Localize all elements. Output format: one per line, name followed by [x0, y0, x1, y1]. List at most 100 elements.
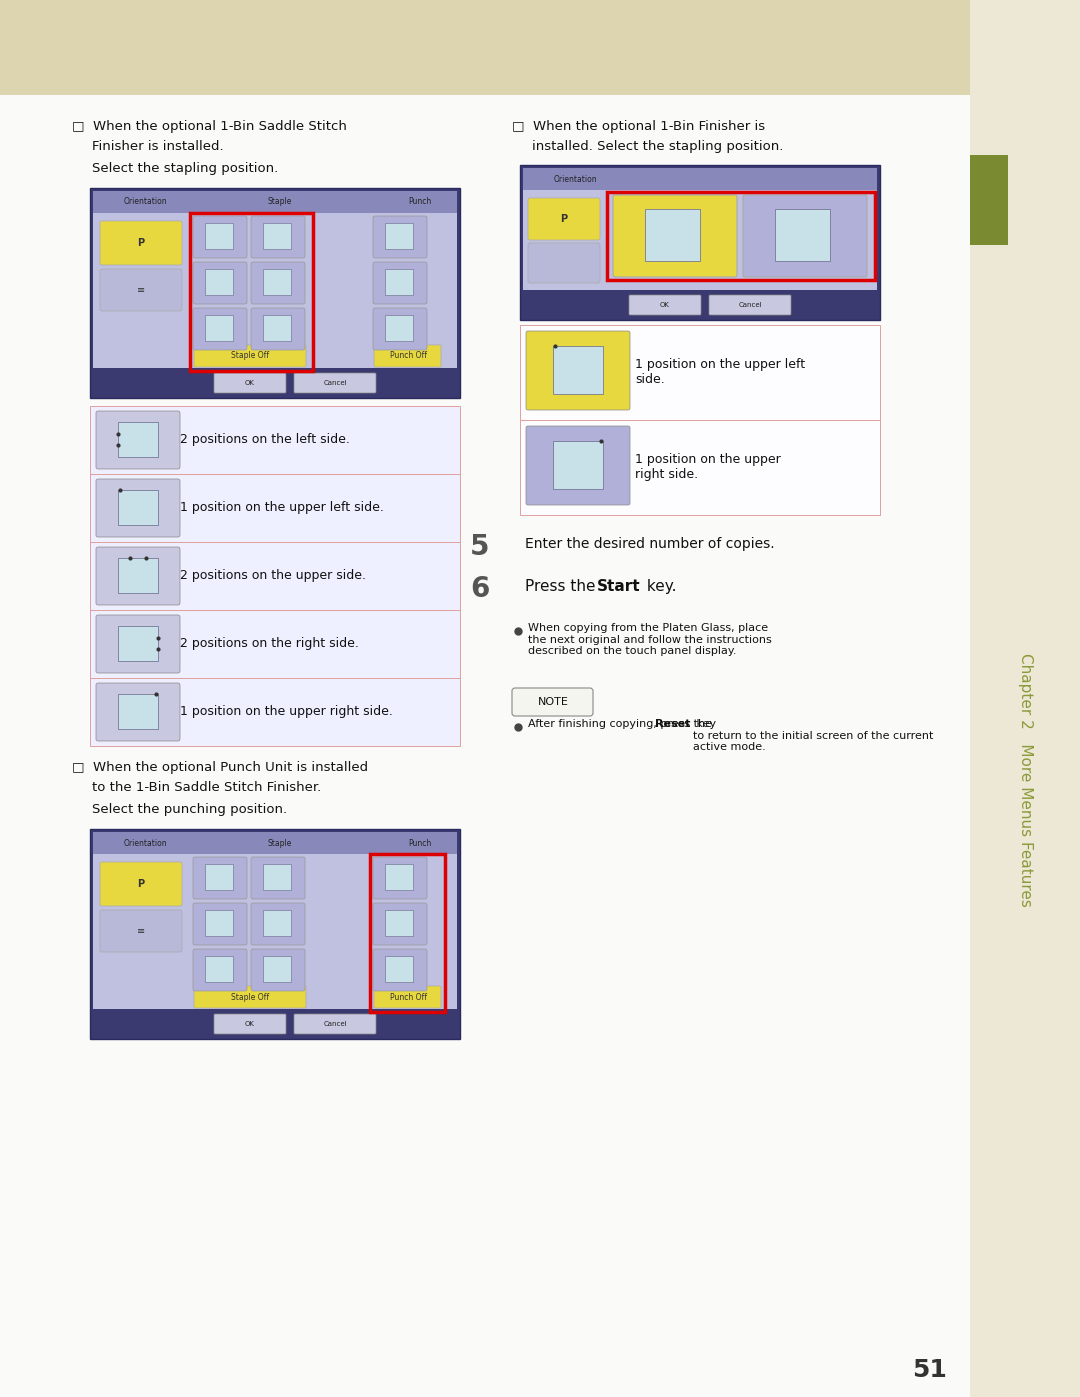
- Bar: [264, 956, 291, 982]
- Text: NOTE: NOTE: [538, 697, 568, 707]
- FancyBboxPatch shape: [373, 856, 427, 900]
- Bar: [90, 542, 460, 610]
- FancyBboxPatch shape: [512, 687, 593, 717]
- Text: Select the punching position.: Select the punching position.: [92, 803, 287, 816]
- Text: 1 position on the upper left side.: 1 position on the upper left side.: [180, 502, 383, 514]
- FancyBboxPatch shape: [96, 479, 180, 536]
- Text: ≡: ≡: [137, 285, 145, 295]
- Text: 1 position on the upper left
side.: 1 position on the upper left side.: [635, 358, 805, 386]
- Bar: [93, 854, 457, 1009]
- Text: □  When the optional Punch Unit is installed: □ When the optional Punch Unit is instal…: [72, 761, 368, 774]
- Bar: [93, 833, 457, 854]
- Bar: [118, 626, 158, 661]
- Bar: [384, 314, 413, 341]
- Text: Punch Off: Punch Off: [390, 352, 427, 360]
- Text: Enter the desired number of copies.: Enter the desired number of copies.: [525, 536, 774, 550]
- Bar: [90, 407, 460, 474]
- Bar: [384, 224, 413, 249]
- Text: Cancel: Cancel: [323, 380, 347, 386]
- Text: key.: key.: [642, 578, 676, 594]
- Bar: [0, 0, 1080, 95]
- FancyBboxPatch shape: [214, 1014, 286, 1034]
- Bar: [90, 189, 460, 398]
- Text: Staple: Staple: [268, 197, 293, 207]
- Bar: [775, 210, 831, 261]
- FancyBboxPatch shape: [96, 411, 180, 469]
- Bar: [118, 694, 158, 729]
- Bar: [205, 956, 233, 982]
- FancyBboxPatch shape: [100, 221, 183, 265]
- Text: □  When the optional 1-Bin Saddle Stitch: □ When the optional 1-Bin Saddle Stitch: [72, 120, 347, 133]
- FancyBboxPatch shape: [251, 217, 305, 258]
- FancyBboxPatch shape: [214, 373, 286, 393]
- FancyBboxPatch shape: [373, 307, 427, 351]
- FancyBboxPatch shape: [251, 902, 305, 944]
- Bar: [264, 314, 291, 341]
- FancyBboxPatch shape: [526, 426, 630, 504]
- Bar: [384, 863, 413, 890]
- FancyBboxPatch shape: [193, 217, 247, 258]
- FancyBboxPatch shape: [629, 295, 701, 314]
- Bar: [970, 155, 1008, 244]
- FancyBboxPatch shape: [194, 345, 306, 367]
- Text: to the 1-Bin Saddle Stitch Finisher.: to the 1-Bin Saddle Stitch Finisher.: [92, 781, 321, 793]
- Text: 5: 5: [470, 534, 489, 562]
- FancyBboxPatch shape: [373, 263, 427, 305]
- FancyBboxPatch shape: [100, 862, 183, 907]
- Bar: [264, 224, 291, 249]
- Text: ≡: ≡: [137, 926, 145, 936]
- FancyBboxPatch shape: [373, 949, 427, 990]
- Text: Orientation: Orientation: [123, 838, 166, 848]
- Text: P: P: [137, 237, 145, 249]
- Text: Staple: Staple: [268, 838, 293, 848]
- Bar: [264, 270, 291, 295]
- Text: When copying from the Platen Glass, place
the next original and follow the instr: When copying from the Platen Glass, plac…: [528, 623, 772, 657]
- Text: After finishing copying, press the: After finishing copying, press the: [528, 719, 715, 729]
- FancyBboxPatch shape: [251, 856, 305, 900]
- Bar: [190, 212, 313, 372]
- Text: 51: 51: [913, 1358, 947, 1382]
- FancyBboxPatch shape: [294, 1014, 376, 1034]
- FancyBboxPatch shape: [193, 307, 247, 351]
- Bar: [523, 190, 877, 291]
- FancyBboxPatch shape: [96, 548, 180, 605]
- Text: 1 position on the upper
right side.: 1 position on the upper right side.: [635, 453, 781, 481]
- FancyBboxPatch shape: [613, 196, 737, 277]
- Bar: [370, 854, 445, 1011]
- Bar: [264, 909, 291, 936]
- Bar: [523, 168, 877, 190]
- Bar: [384, 909, 413, 936]
- FancyBboxPatch shape: [526, 331, 630, 409]
- Text: Punch Off: Punch Off: [390, 992, 427, 1002]
- Text: P: P: [137, 879, 145, 888]
- Bar: [90, 828, 460, 1039]
- Bar: [93, 212, 457, 367]
- Text: Start: Start: [597, 578, 640, 594]
- FancyBboxPatch shape: [100, 270, 183, 312]
- FancyBboxPatch shape: [251, 263, 305, 305]
- Text: Cancel: Cancel: [739, 302, 761, 307]
- FancyBboxPatch shape: [193, 902, 247, 944]
- Text: Cancel: Cancel: [323, 1021, 347, 1027]
- Bar: [607, 191, 875, 279]
- Bar: [93, 367, 457, 395]
- Bar: [118, 422, 158, 457]
- Bar: [519, 165, 880, 320]
- Bar: [553, 441, 603, 489]
- Bar: [523, 291, 877, 319]
- Text: 2 positions on the right side.: 2 positions on the right side.: [180, 637, 359, 651]
- Text: OK: OK: [245, 1021, 255, 1027]
- FancyBboxPatch shape: [743, 196, 867, 277]
- Text: 2 positions on the upper side.: 2 positions on the upper side.: [180, 570, 366, 583]
- FancyBboxPatch shape: [528, 198, 600, 240]
- Text: Finisher is installed.: Finisher is installed.: [92, 140, 224, 154]
- FancyBboxPatch shape: [194, 986, 306, 1009]
- FancyBboxPatch shape: [374, 345, 441, 367]
- Text: Staple Off: Staple Off: [231, 992, 269, 1002]
- Text: installed. Select the stapling position.: installed. Select the stapling position.: [532, 140, 783, 154]
- Text: Staple Off: Staple Off: [231, 352, 269, 360]
- FancyBboxPatch shape: [708, 295, 791, 314]
- Bar: [519, 326, 880, 420]
- FancyBboxPatch shape: [193, 949, 247, 990]
- Text: □  When the optional 1-Bin Finisher is: □ When the optional 1-Bin Finisher is: [512, 120, 765, 133]
